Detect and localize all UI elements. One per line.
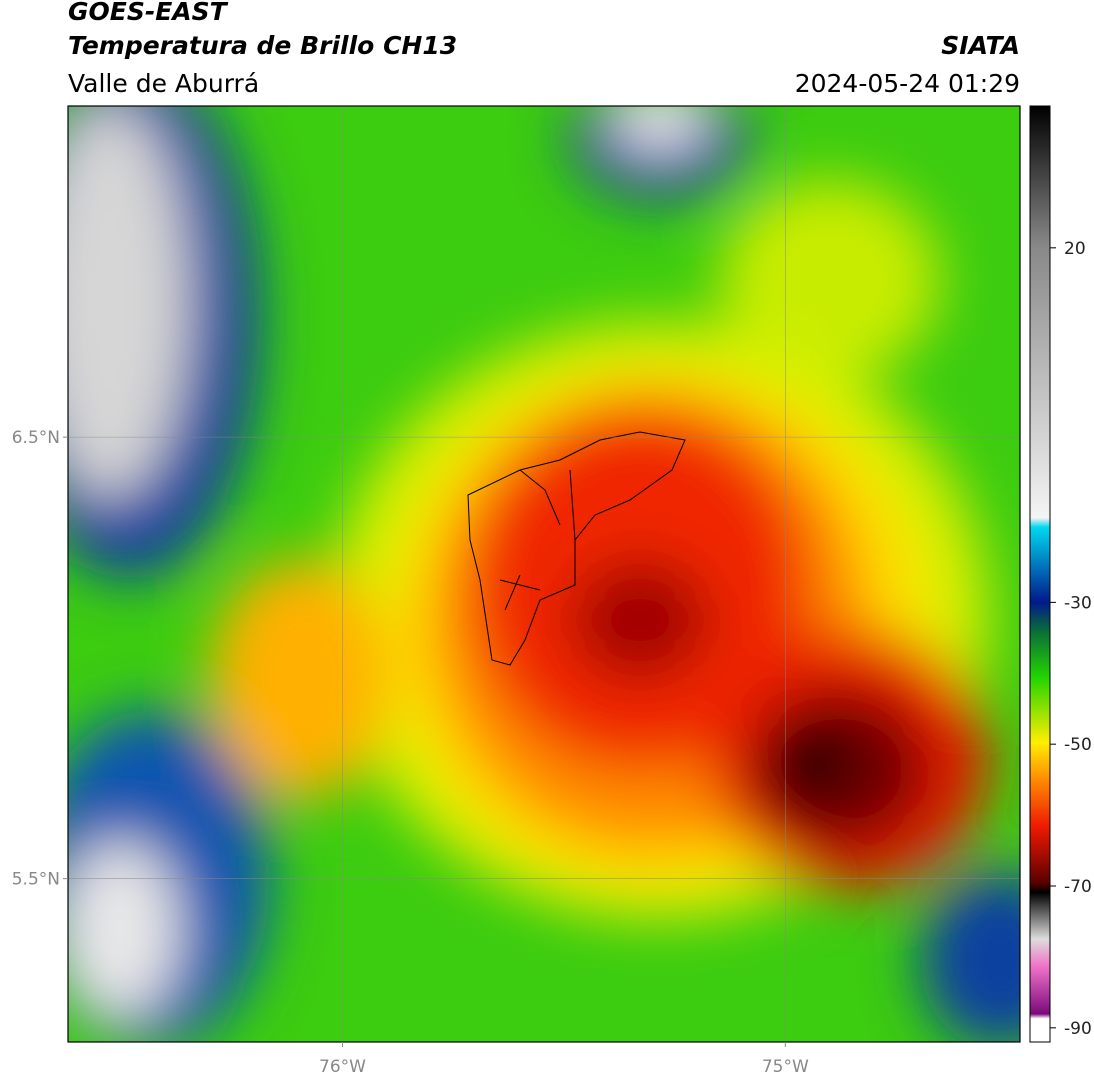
source: SIATA (941, 31, 1020, 60)
x-tick-label: 76°W (319, 1057, 366, 1077)
map-frame (67, 105, 1021, 1043)
x-tick-label: 75°W (762, 1057, 809, 1077)
y-tick-label: 6.5°N (12, 428, 60, 448)
subtitle: Temperatura de Brillo CH13 (68, 31, 457, 60)
colorbar-tick-label: 20 (1064, 239, 1086, 259)
brightness-field (68, 106, 1020, 1042)
region: Valle de Aburrá (68, 69, 259, 98)
y-tick-label: 5.5°N (12, 870, 60, 890)
colorbar-tick-label: -90 (1064, 1019, 1092, 1039)
colorbar (1029, 105, 1051, 1043)
municipal-boundary (467, 431, 686, 666)
colorbar-tick-label: -50 (1064, 735, 1092, 755)
colorbar-tick-label: -70 (1064, 877, 1092, 897)
timestamp: 2024-05-24 01:29 (795, 69, 1020, 98)
colorbar-tick-label: -30 (1064, 593, 1092, 613)
title: GOES-EAST (68, 0, 229, 26)
